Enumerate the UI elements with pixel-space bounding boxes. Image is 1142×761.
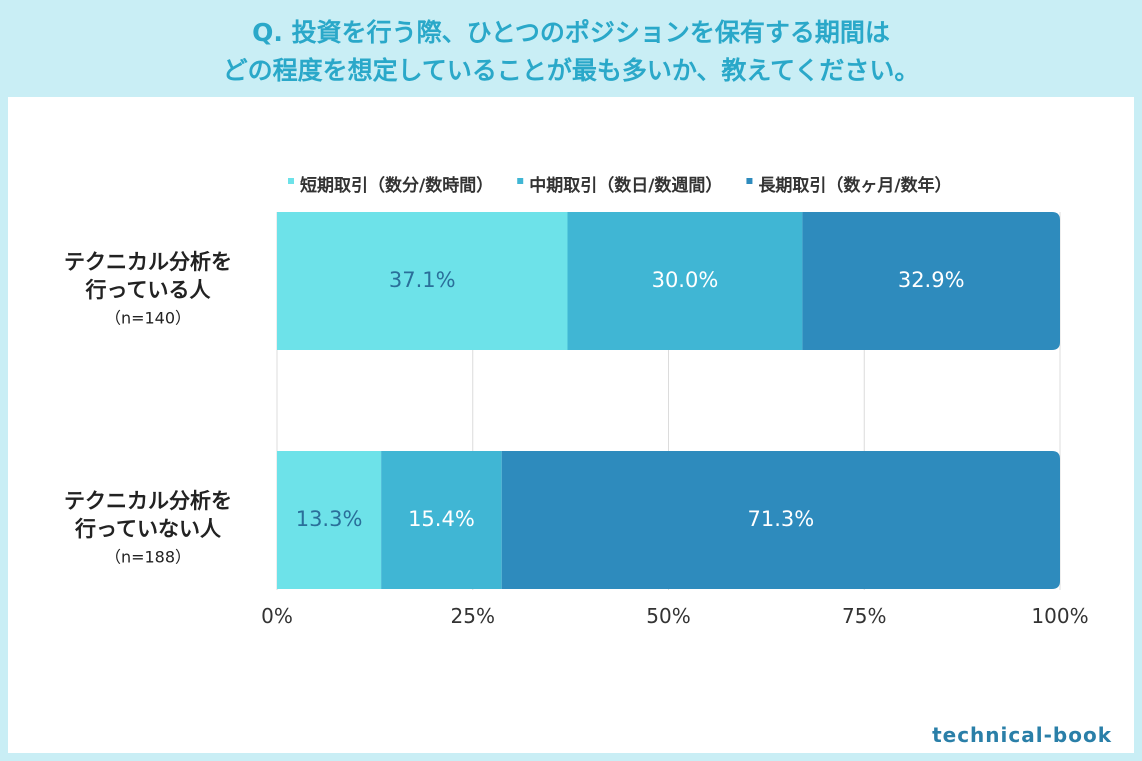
category-label: テクニカル分析を (64, 489, 232, 513)
bar-segment (802, 212, 1060, 350)
title-line-2: どの程度を想定していることが最も多いか、教えてください。 (222, 56, 920, 85)
bar-segment (501, 451, 1060, 589)
legend-swatch (746, 178, 753, 184)
title-line-1: Q. 投資を行う際、ひとつのポジションを保有する期間は (252, 18, 890, 47)
legend-label: 短期取引（数分/数時間） (300, 175, 493, 196)
x-tick-label: 75% (842, 604, 886, 628)
x-tick-label: 100% (1031, 604, 1088, 628)
data-label: 13.3% (296, 507, 363, 531)
chart-panel (8, 97, 1134, 753)
bar-segment (277, 212, 568, 350)
data-label: 32.9% (898, 268, 965, 292)
x-tick-label: 0% (261, 604, 293, 628)
category-n-label: （n=140） (105, 309, 191, 328)
category-label: テクニカル分析を (64, 250, 232, 274)
bar-segment (381, 451, 502, 589)
bar-segment (567, 212, 803, 350)
x-tick-label: 25% (451, 604, 495, 628)
x-tick-label: 50% (646, 604, 690, 628)
data-label: 30.0% (652, 268, 719, 292)
legend-swatch (288, 178, 294, 184)
legend-label: 長期取引（数ヶ月/数年） (758, 175, 951, 196)
bar-segment (277, 451, 382, 589)
brand-logo: technical-book (932, 723, 1112, 747)
category-label: 行っている人 (85, 278, 211, 302)
legend-label: 中期取引（数日/数週間） (529, 175, 722, 196)
chart-title: Q. 投資を行う際、ひとつのポジションを保有する期間は どの程度を想定しているこ… (0, 14, 1142, 90)
category-label: 行っていない人 (74, 517, 221, 541)
data-label: 15.4% (408, 507, 475, 531)
data-label: 71.3% (748, 507, 815, 531)
category-n-label: （n=188） (105, 548, 191, 567)
data-label: 37.1% (389, 268, 456, 292)
legend-swatch (517, 178, 524, 184)
